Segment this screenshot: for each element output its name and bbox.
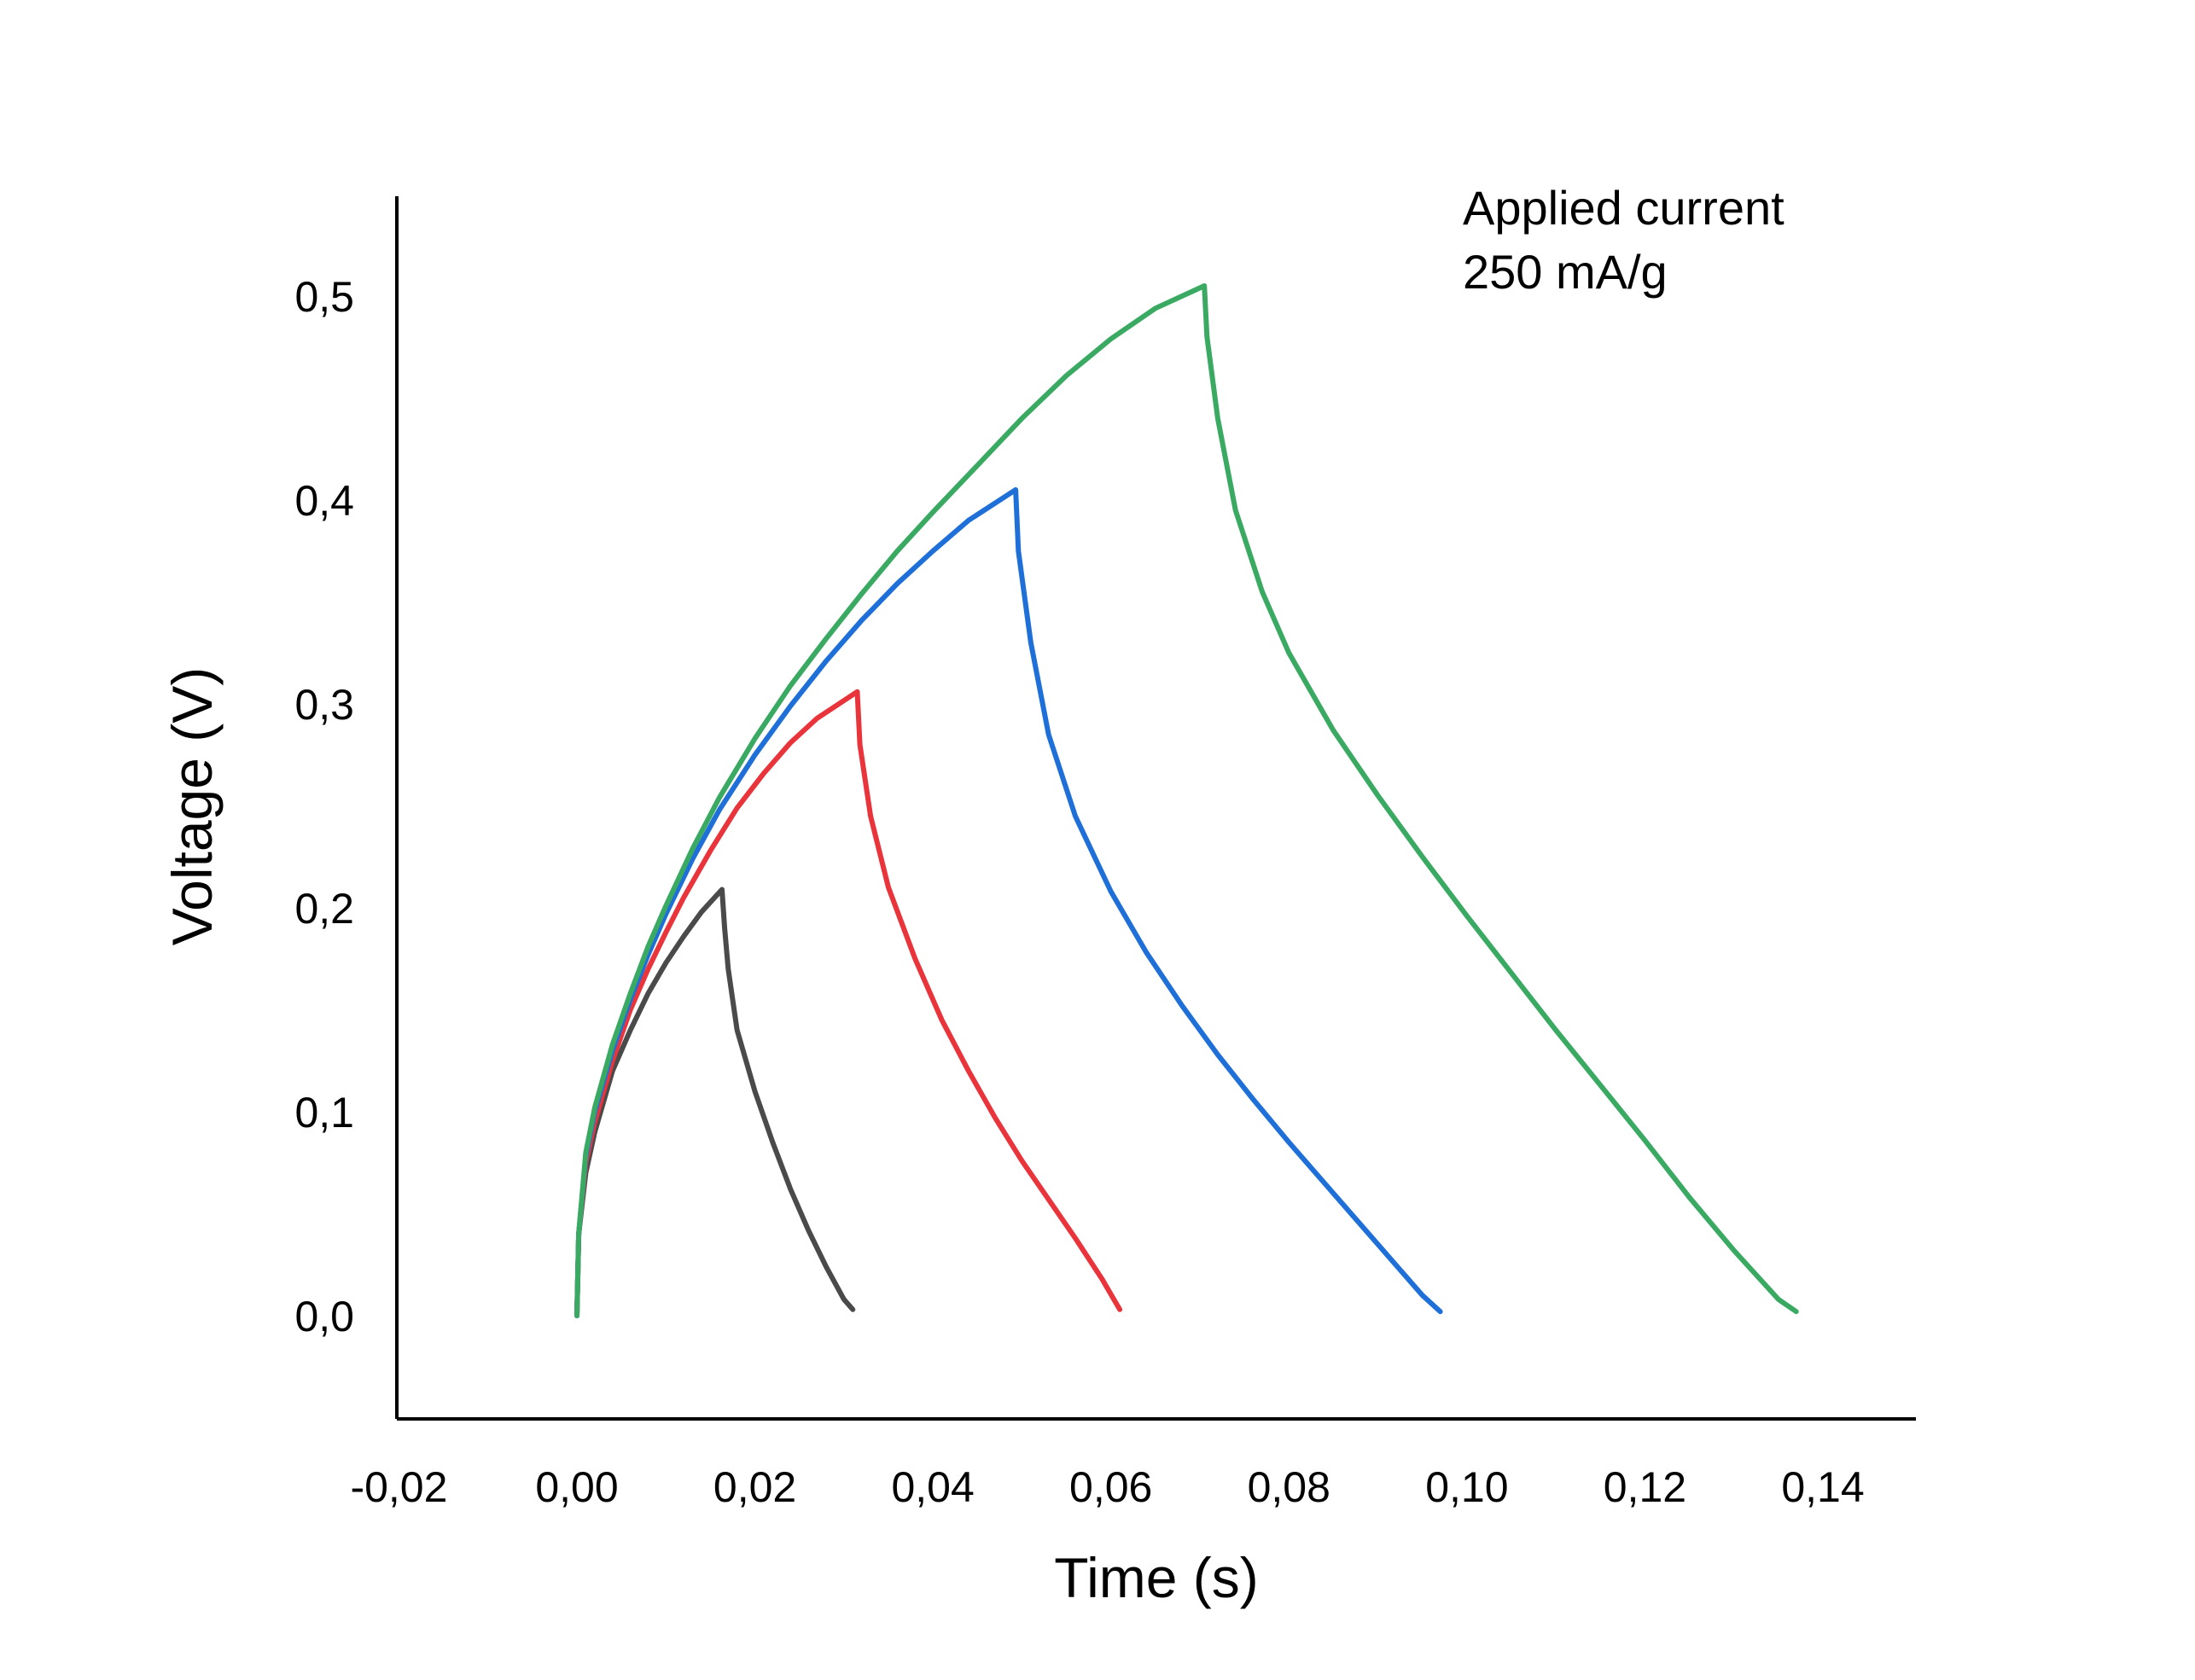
annotation-line-2: 250 mA/g (1463, 245, 1668, 299)
y-tick-label: 0,1 (294, 1089, 354, 1136)
y-tick-label: 0,5 (294, 273, 354, 321)
x-tick-label: 0,00 (535, 1463, 618, 1511)
x-axis-title: Time (s) (1054, 1546, 1259, 1609)
x-tick-label: 0,06 (1069, 1463, 1152, 1511)
x-tick-label: 0,02 (713, 1463, 796, 1511)
x-tick-label: 0,12 (1604, 1463, 1686, 1511)
x-tick-label: 0,14 (1781, 1463, 1864, 1511)
y-tick-label: 0,2 (294, 885, 354, 933)
y-tick-label: 0,4 (294, 477, 354, 525)
y-tick-label: 0,3 (294, 681, 354, 729)
axes-layer (395, 196, 1916, 1421)
annotation-line-1: Applied current (1463, 181, 1785, 235)
x-tick-label: 0,10 (1425, 1463, 1508, 1511)
x-tick-labels: -0,02 0,00 0,02 0,04 0,06 0,08 0,10 0,12 0,14 (350, 1463, 1864, 1511)
series-layer (574, 283, 1799, 1318)
x-tick-label: 0,04 (891, 1463, 974, 1511)
x-tick-label: -0,02 (350, 1463, 447, 1511)
y-axis-title: Voltage (V) (160, 667, 224, 946)
series-line-3 (574, 487, 1443, 1318)
y-tick-label: 0,0 (294, 1293, 354, 1340)
y-tick-labels: 0,0 0,1 0,2 0,3 0,4 0,5 (294, 273, 354, 1340)
series-line-4 (574, 283, 1799, 1318)
series-line-1 (574, 887, 856, 1318)
x-tick-label: 0,08 (1248, 1463, 1330, 1511)
series-line-2 (574, 689, 1123, 1318)
